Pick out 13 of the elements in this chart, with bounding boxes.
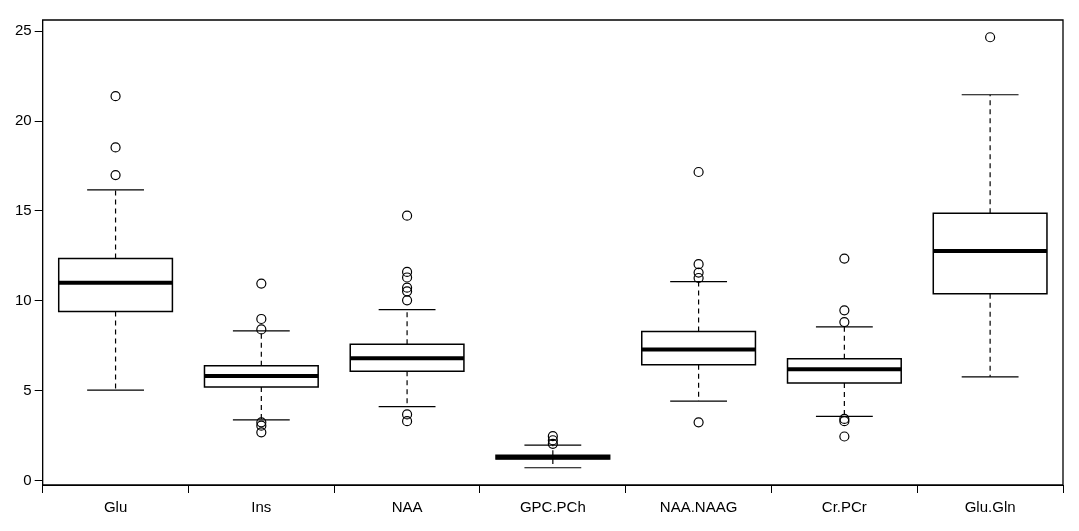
y-tick-label: 25: [15, 21, 32, 39]
x-tick-label: Glu.Gln: [964, 498, 1016, 516]
x-tick-label: Ins: [251, 498, 272, 516]
y-tick-label: 15: [15, 201, 32, 219]
y-tick-label: 0: [23, 470, 32, 488]
y-tick-label: 5: [23, 380, 32, 398]
x-tick-label: NAA.NAAG: [659, 498, 738, 516]
y-tick-label: 20: [15, 111, 32, 129]
x-tick-label: GPC.PCh: [519, 498, 586, 516]
x-tick-label: NAA: [391, 498, 423, 516]
x-tick-label: Glu: [103, 498, 128, 516]
x-tick-label: Cr.PCr: [821, 498, 867, 516]
y-tick-label: 10: [15, 290, 32, 308]
